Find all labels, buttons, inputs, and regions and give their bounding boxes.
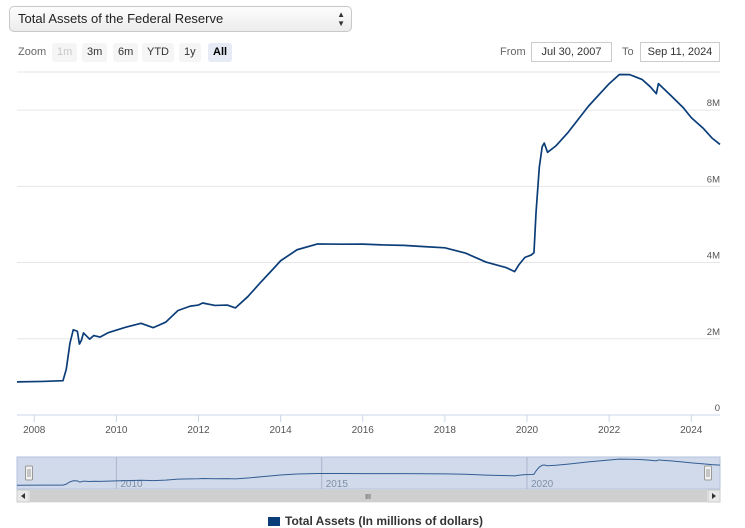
x-tick-label: 2016 <box>352 425 375 436</box>
y-tick-label: 6M <box>707 174 720 185</box>
zoom-3m-button[interactable]: 3m <box>82 43 108 62</box>
legend-item[interactable]: Total Assets (In millions of dollars) <box>268 514 483 528</box>
to-label: To <box>622 46 634 58</box>
arrow-right-icon <box>712 493 716 499</box>
zoom-label: Zoom <box>18 46 47 58</box>
legend-label: Total Assets (In millions of dollars) <box>285 514 484 528</box>
y-tick-label: 4M <box>707 251 720 262</box>
x-tick-label: 2014 <box>270 425 293 436</box>
y-tick-label: 0 <box>715 403 720 414</box>
navigator-tick-label: 2015 <box>326 479 349 490</box>
series-line-total-assets <box>16 73 721 383</box>
x-tick-label: 2010 <box>105 425 128 436</box>
zoom-6m-button[interactable]: 6m <box>113 43 139 62</box>
zoom-all-button[interactable]: All <box>208 43 233 62</box>
x-axis: 2008 2010 2012 2014 2016 2018 2020 2022 2024 <box>17 414 720 436</box>
x-tick-label: 2024 <box>680 425 703 436</box>
series-selector[interactable]: Total Assets of the Federal Reserve ▲ ▼ <box>9 6 352 32</box>
from-label: From <box>500 46 526 58</box>
scrollbar-grip-icon: III <box>365 494 371 501</box>
navigator-right-handle[interactable] <box>704 465 712 481</box>
zoom-ytd-button[interactable]: YTD <box>142 43 174 62</box>
select-arrows-icon: ▲ ▼ <box>337 10 345 28</box>
series-selector-value: Total Assets of the Federal Reserve <box>18 11 224 26</box>
y-tick-label: 8M <box>707 98 720 109</box>
navigator-series-line <box>16 458 721 486</box>
navigator-left-handle[interactable] <box>25 465 33 481</box>
navigator-tick-label: 2020 <box>531 479 554 490</box>
y-axis: 0 2M 4M 6M 8M <box>707 98 720 414</box>
x-tick-label: 2008 <box>23 425 46 436</box>
navigator: 2010 2015 2020 III <box>16 456 721 503</box>
x-tick-label: 2022 <box>598 425 621 436</box>
grid-lines <box>17 71 720 340</box>
to-date-input[interactable]: Sep 11, 2024 <box>640 42 720 62</box>
navigator-scrollbar-thumb[interactable] <box>30 490 707 502</box>
x-tick-label: 2020 <box>516 425 539 436</box>
x-tick-label: 2018 <box>434 425 457 436</box>
arrow-left-icon <box>21 493 25 499</box>
navigator-selected-range <box>16 456 721 490</box>
legend-swatch <box>268 517 280 527</box>
from-date-input[interactable]: Jul 30, 2007 <box>531 42 612 62</box>
zoom-1y-button[interactable]: 1y <box>179 43 201 62</box>
y-tick-label: 2M <box>707 327 720 338</box>
navigator-tick-label: 2010 <box>120 479 143 490</box>
x-tick-label: 2012 <box>187 425 210 436</box>
zoom-1m-button[interactable]: 1m <box>52 43 78 62</box>
